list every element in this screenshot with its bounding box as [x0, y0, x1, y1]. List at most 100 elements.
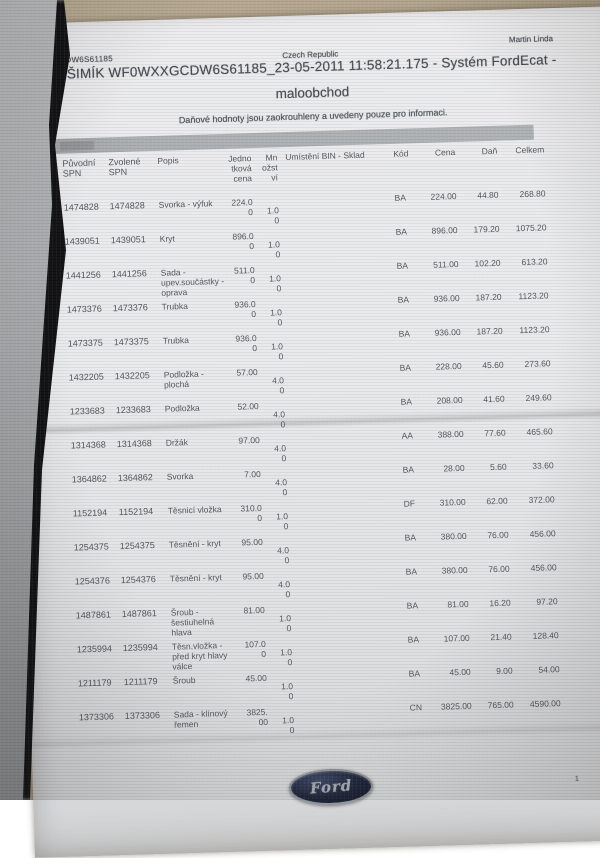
cell-puvodni-spn: 1473376	[66, 303, 102, 315]
cell-mnozstvi: 1.0 0	[280, 647, 293, 668]
parts-table: Původní SPN Zvolené SPN Popis Jedno tková c…	[62, 144, 561, 746]
cell-umisteni	[292, 635, 405, 672]
col-header-kod: Kód	[393, 148, 409, 159]
cell-dan: 187.20	[475, 291, 502, 303]
cell-puvodni-spn: 1473375	[67, 337, 103, 349]
cell-celkem: 613.20	[521, 256, 548, 268]
cell-umisteni	[281, 261, 394, 298]
cell-zvolene-spn: 1364862	[117, 472, 153, 484]
cell-puvodni-spn: 1152194	[72, 507, 108, 519]
cell-umisteni	[278, 193, 391, 230]
col-header-mnozstvi: Mn ožst ví	[261, 152, 279, 183]
cell-puvodni-spn: 1254375	[73, 541, 110, 553]
col-header-puvodni-spn: Původní SPN	[62, 157, 96, 179]
cell-puvodni-spn: 1254376	[74, 575, 111, 587]
cell-umisteni	[288, 499, 401, 536]
col-header-jednotkova-cena: Jedno tková cena	[228, 153, 253, 184]
cell-mnozstvi: 4.0 0	[275, 477, 288, 498]
cell-kod: BA	[396, 260, 409, 271]
col-header-cena: Cena	[434, 147, 456, 158]
cell-mnozstvi: 1.0 0	[279, 613, 292, 634]
cell-jednotkova-cena: 45.00	[245, 672, 267, 684]
cell-celkem: 33.60	[532, 460, 554, 471]
paper-sheet: Martin Linda CDW6S61185 Czech Republic Š…	[10, 6, 600, 858]
cell-celkem: 456.00	[529, 528, 556, 539]
col-header-umisteni: Umístění BIN - Sklad	[285, 149, 365, 163]
cell-zvolene-spn: 1254375	[119, 540, 155, 552]
cell-mnozstvi: 4.0 0	[273, 443, 287, 464]
cell-puvodni-spn: 1364862	[71, 473, 107, 485]
cell-zvolene-spn: 1441256	[111, 268, 147, 280]
cell-zvolene-spn: 1211179	[123, 676, 158, 688]
cell-celkem: 249.60	[525, 392, 552, 404]
cell-zvolene-spn: 1487861	[121, 608, 157, 620]
cell-popis: Sada - klínový řemen	[173, 708, 228, 730]
cell-kod: BA	[402, 464, 415, 475]
cell-umisteni	[282, 295, 395, 332]
cell-celkem: 128.40	[532, 630, 559, 641]
cell-dan: 765.00	[487, 699, 514, 711]
cell-cena: 936.00	[433, 292, 460, 304]
cell-kod: BA	[397, 294, 410, 305]
cell-puvodni-spn: 1235994	[76, 643, 113, 655]
cell-popis: Sada - upev.součástky - oprava	[160, 267, 225, 298]
cell-umisteni	[284, 363, 397, 400]
cell-kod: BA	[407, 634, 420, 645]
col-header-zvolene-spn: Zvolené SPN	[108, 156, 141, 178]
cell-zvolene-spn: 1152194	[118, 506, 154, 518]
cell-popis: Těsnicí vložka	[167, 504, 222, 516]
col-header-popis: Popis	[157, 155, 179, 166]
cell-dan: 76.00	[487, 529, 509, 541]
cell-jednotkova-cena: 95.00	[242, 570, 264, 582]
cell-umisteni	[290, 567, 403, 604]
cell-celkem: 273.60	[524, 358, 551, 370]
cell-jednotkova-cena: 936.0 0	[235, 332, 258, 354]
cell-jednotkova-cena: 310.0 0	[240, 502, 263, 524]
cell-dan: 41.60	[483, 393, 505, 405]
cell-celkem: 1075.20	[515, 222, 547, 234]
cell-celkem: 1123.20	[519, 324, 550, 336]
cell-jednotkova-cena: 97.00	[238, 434, 260, 446]
cell-zvolene-spn: 1473375	[113, 336, 149, 348]
cell-puvodni-spn: 1487861	[75, 609, 112, 621]
cell-mnozstvi: 1.0 0	[276, 511, 289, 532]
cell-puvodni-spn: 1314368	[70, 439, 106, 451]
cell-mnozstvi: 1.0 0	[270, 341, 284, 362]
cell-popis: Svorka - výfuk	[158, 198, 213, 210]
cell-dan: 76.00	[488, 563, 510, 575]
cell-mnozstvi: 4.0 0	[271, 375, 285, 396]
cell-cena: 310.00	[439, 496, 466, 508]
cell-popis: Těsnění - kryt	[168, 538, 221, 550]
page-number: 1	[574, 775, 579, 783]
cell-dan: 187.20	[476, 325, 503, 337]
cell-umisteni	[285, 397, 398, 434]
cell-jednotkova-cena: 107.0 0	[244, 638, 267, 659]
cell-celkem: 456.00	[530, 562, 557, 573]
cell-zvolene-spn: 1473376	[112, 302, 148, 314]
cell-puvodni-spn: 1211179	[77, 677, 112, 689]
band-smudge	[59, 140, 95, 151]
cell-celkem: 54.00	[538, 664, 560, 675]
cell-mnozstvi: 1.0 0	[268, 273, 282, 294]
cell-popis: Podložka	[164, 402, 200, 414]
cell-mnozstvi: 1.0 0	[269, 307, 283, 328]
cell-dan: 9.00	[495, 665, 513, 677]
cell-cena: 228.00	[435, 360, 462, 372]
cell-kod: CN	[409, 702, 423, 713]
cell-mnozstvi: 4.0 0	[272, 409, 286, 430]
cell-dan: 102.20	[474, 257, 501, 269]
cell-zvolene-spn: 1439051	[110, 234, 146, 246]
cell-kod: BA	[400, 396, 413, 407]
cell-popis: Šroub - šestiuhelná hlava	[170, 606, 215, 638]
cell-celkem: 372.00	[528, 494, 555, 505]
cell-mnozstvi: 4.0 0	[277, 545, 290, 566]
cell-puvodni-spn: 1441256	[65, 269, 101, 281]
cell-dan: 62.00	[486, 495, 508, 507]
cell-zvolene-spn: 1373306	[124, 710, 161, 722]
table-body: 1474828 1474828 Svorka - výfuk 224.0 0 1.0 0…	[64, 188, 562, 746]
cell-cena: 208.00	[436, 394, 463, 406]
cell-mnozstvi: 1.0 0	[267, 239, 281, 260]
col-header-celkem: Celkem	[515, 144, 545, 156]
cell-cena: 388.00	[437, 428, 464, 440]
cell-jednotkova-cena: 896.0 0	[232, 231, 255, 252]
